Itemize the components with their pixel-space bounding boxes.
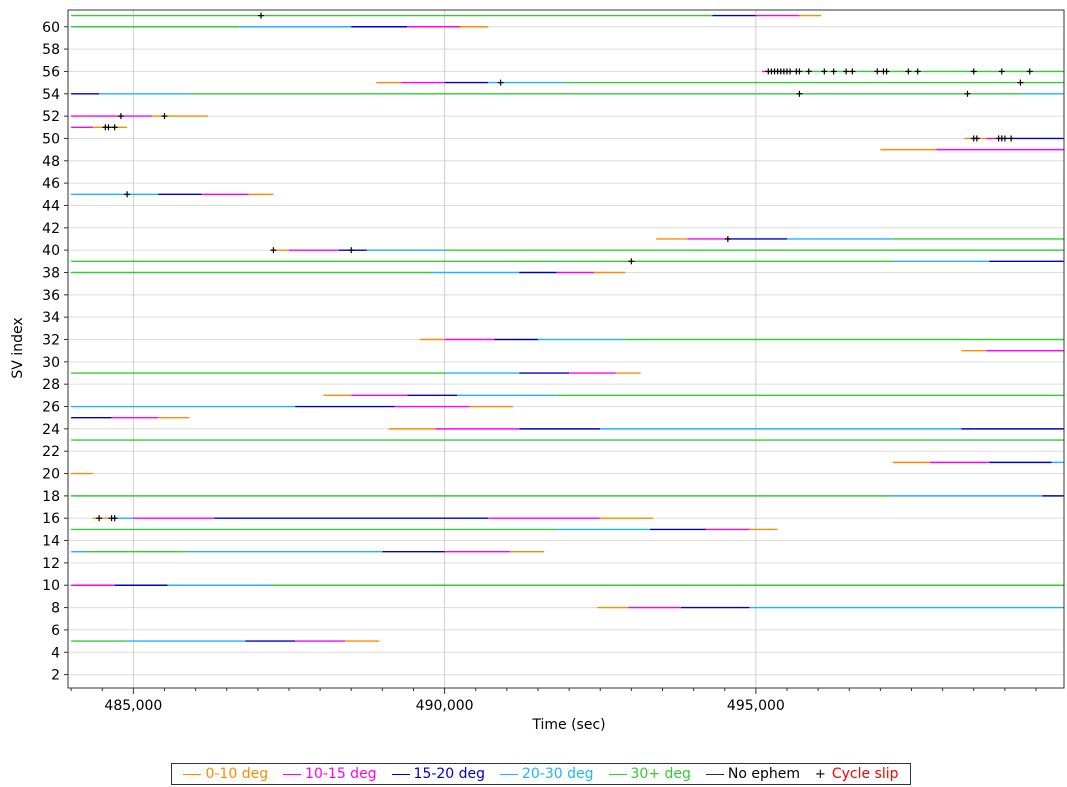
x-axis-label: Time (sec) <box>531 717 605 733</box>
y-tick-label: 34 <box>42 310 60 326</box>
cycle-slip-marker <box>117 113 124 120</box>
cycle-slip-marker <box>805 68 812 75</box>
y-tick-label: 40 <box>42 243 60 259</box>
cycle-slip-marker <box>348 247 355 254</box>
legend-label: Cycle slip <box>831 766 899 782</box>
y-tick-label: 52 <box>42 109 60 125</box>
y-tick-label: 12 <box>42 556 60 572</box>
legend-swatch <box>283 773 302 775</box>
legend-label: No ephem <box>727 766 800 782</box>
y-tick-label: 2 <box>51 668 60 684</box>
cycle-slip-marker <box>998 68 1005 75</box>
y-tick-label: 24 <box>42 422 60 438</box>
cycle-slip-marker <box>849 68 856 75</box>
legend-item: 15-20 deg <box>391 766 486 782</box>
y-tick-label: 28 <box>42 377 60 393</box>
cycle-slip-markers <box>96 12 1033 522</box>
cycle-slip-marker <box>1008 135 1015 142</box>
legend-label: 0-10 deg <box>205 766 269 782</box>
y-tick-label: 26 <box>42 400 60 416</box>
cycle-slip-marker <box>96 515 103 522</box>
cycle-slip-marker <box>843 68 850 75</box>
legend-item: 10-15 deg <box>283 766 377 782</box>
chart-background <box>0 0 1067 760</box>
y-tick-label: 4 <box>51 645 60 661</box>
sv-timeline-chart: 2468101214161820222426283032343638404244… <box>0 0 1067 760</box>
y-tick-label: 32 <box>42 333 60 349</box>
x-tick-label: 485,000 <box>104 698 162 714</box>
cycle-slip-marker <box>796 68 803 75</box>
legend-label: 20-30 deg <box>522 766 594 782</box>
cycle-slip-marker <box>257 12 264 19</box>
legend-swatch <box>183 773 202 775</box>
y-tick-label: 58 <box>42 42 60 58</box>
cycle-slip-marker <box>874 68 881 75</box>
cycle-slip-marker <box>787 68 794 75</box>
cycle-slip-marker <box>796 90 803 97</box>
cycle-slip-marker <box>914 68 921 75</box>
cycle-slip-marker <box>497 79 504 86</box>
y-tick-label: 42 <box>42 221 60 237</box>
cycle-slip-marker <box>724 235 731 242</box>
y-tick-label: 54 <box>42 87 60 103</box>
legend-item: No ephem <box>705 766 800 782</box>
y-tick-label: 38 <box>42 265 60 281</box>
cycle-slip-marker <box>124 191 131 198</box>
legend-item: 0-10 deg <box>183 766 268 782</box>
y-tick-label: 48 <box>42 154 60 170</box>
y-tick-label: 8 <box>51 601 60 617</box>
cycle-slip-marker <box>821 68 828 75</box>
legend-swatch <box>500 773 519 775</box>
y-tick-label: 16 <box>42 511 60 527</box>
x-tick-label: 490,000 <box>416 698 474 714</box>
cycle-slip-marker <box>628 258 635 265</box>
cycle-slip-marker <box>161 113 168 120</box>
y-tick-label: 20 <box>42 467 60 483</box>
cycle-slip-marker <box>973 135 980 142</box>
legend-item: + Cycle slip <box>815 766 899 782</box>
series-segments <box>71 14 1064 642</box>
cycle-slip-marker <box>111 515 118 522</box>
cycle-slip-marker <box>1026 68 1033 75</box>
legend-swatch <box>391 773 410 775</box>
cycle-slip-marker <box>964 90 971 97</box>
legend-label: 30+ deg <box>630 766 691 782</box>
grid-lines <box>68 10 1064 688</box>
y-tick-label: 30 <box>42 355 60 371</box>
y-tick-label: 36 <box>42 288 60 304</box>
cycle-slip-marker <box>970 68 977 75</box>
legend-swatch <box>705 773 724 775</box>
y-tick-label: 56 <box>42 64 60 80</box>
y-tick-label: 18 <box>42 489 60 505</box>
y-axis-ticks: 2468101214161820222426283032343638404244… <box>42 20 68 684</box>
y-tick-label: 10 <box>42 578 60 594</box>
chart-legend: 0-10 deg 10-15 deg 15-20 deg 20-30 deg 30+ d… <box>171 763 911 785</box>
x-axis-ticks: 485,000 490,000 495,000 <box>70 688 1037 714</box>
legend-item: 30+ deg <box>608 766 691 782</box>
y-tick-label: 50 <box>42 131 60 147</box>
x-tick-label: 495,000 <box>727 698 785 714</box>
legend-label: 15-20 deg <box>413 766 486 782</box>
y-tick-label: 60 <box>42 20 60 36</box>
y-tick-label: 6 <box>51 623 60 639</box>
plot-area-border <box>67 9 1065 689</box>
cycle-slip-marker <box>111 124 118 131</box>
cycle-slip-marker <box>830 68 837 75</box>
cycle-slip-marker <box>105 124 112 131</box>
y-tick-label: 22 <box>42 444 60 460</box>
cycle-slip-legend-marker: + <box>814 766 826 782</box>
y-axis-label: SV index <box>10 317 26 378</box>
cycle-slip-marker <box>270 247 277 254</box>
cycle-slip-marker <box>905 68 912 75</box>
y-tick-label: 46 <box>42 176 60 192</box>
y-tick-label: 44 <box>42 198 60 214</box>
legend-label: 10-15 deg <box>305 766 377 782</box>
y-tick-label: 14 <box>42 534 60 550</box>
cycle-slip-marker <box>1017 79 1024 86</box>
legend-swatch <box>608 773 627 775</box>
legend-item: 20-30 deg <box>500 766 594 782</box>
cycle-slip-marker <box>1001 135 1008 142</box>
cycle-slip-marker <box>883 68 890 75</box>
